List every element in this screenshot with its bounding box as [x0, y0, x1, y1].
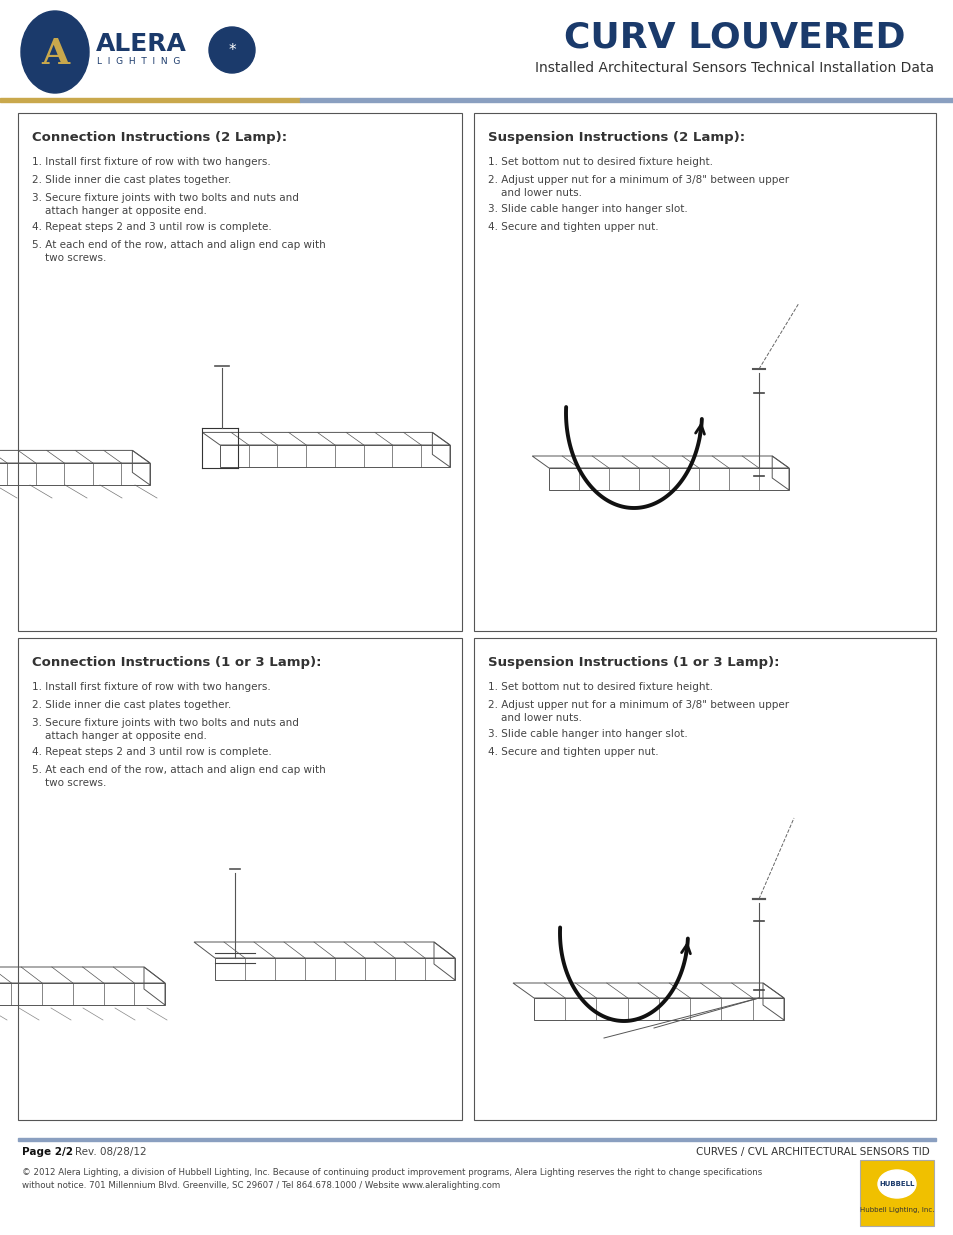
Text: Hubbell Lighting, Inc.: Hubbell Lighting, Inc.	[859, 1207, 933, 1213]
Text: 1. Install first fixture of row with two hangers.: 1. Install first fixture of row with two…	[32, 682, 271, 692]
FancyBboxPatch shape	[859, 1160, 933, 1226]
Text: 1. Set bottom nut to desired fixture height.: 1. Set bottom nut to desired fixture hei…	[488, 157, 712, 167]
FancyBboxPatch shape	[474, 112, 935, 631]
Text: L  I  G  H  T  I  N  G: L I G H T I N G	[97, 58, 180, 67]
Text: 2. Slide inner die cast plates together.: 2. Slide inner die cast plates together.	[32, 700, 231, 710]
Text: 1. Install first fixture of row with two hangers.: 1. Install first fixture of row with two…	[32, 157, 271, 167]
Text: Rev. 08/28/12: Rev. 08/28/12	[75, 1147, 147, 1157]
Text: 2. Adjust upper nut for a minimum of 3/8" between upper
    and lower nuts.: 2. Adjust upper nut for a minimum of 3/8…	[488, 700, 788, 724]
Text: 4. Secure and tighten upper nut.: 4. Secure and tighten upper nut.	[488, 747, 658, 757]
Text: 5. At each end of the row, attach and align end cap with
    two screws.: 5. At each end of the row, attach and al…	[32, 764, 325, 788]
Text: 1. Set bottom nut to desired fixture height.: 1. Set bottom nut to desired fixture hei…	[488, 682, 712, 692]
Ellipse shape	[877, 1170, 915, 1198]
Text: Installed Architectural Sensors Technical Installation Data: Installed Architectural Sensors Technica…	[535, 61, 934, 75]
FancyBboxPatch shape	[18, 112, 461, 631]
Text: 2. Adjust upper nut for a minimum of 3/8" between upper
    and lower nuts.: 2. Adjust upper nut for a minimum of 3/8…	[488, 175, 788, 198]
FancyBboxPatch shape	[18, 638, 461, 1120]
Text: A: A	[41, 37, 69, 70]
Text: Suspension Instructions (1 or 3 Lamp):: Suspension Instructions (1 or 3 Lamp):	[488, 656, 779, 669]
Text: ALERA: ALERA	[96, 32, 187, 56]
Bar	[18, 1137, 935, 1140]
Text: HUBBELL: HUBBELL	[879, 1181, 914, 1187]
Bar	[0, 98, 299, 103]
Ellipse shape	[21, 11, 89, 93]
Text: 3. Secure fixture joints with two bolts and nuts and
    attach hanger at opposi: 3. Secure fixture joints with two bolts …	[32, 193, 298, 216]
FancyBboxPatch shape	[474, 638, 935, 1120]
Text: 2. Slide inner die cast plates together.: 2. Slide inner die cast plates together.	[32, 175, 231, 185]
Bar	[299, 98, 953, 103]
Text: 4. Secure and tighten upper nut.: 4. Secure and tighten upper nut.	[488, 222, 658, 232]
Text: CURVES / CVL ARCHITECTURAL SENSORS TID: CURVES / CVL ARCHITECTURAL SENSORS TID	[696, 1147, 929, 1157]
Text: *: *	[228, 42, 235, 58]
Text: Suspension Instructions (2 Lamp):: Suspension Instructions (2 Lamp):	[488, 131, 744, 144]
Text: CURV LOUVERED: CURV LOUVERED	[563, 21, 904, 56]
Text: Page 2/2: Page 2/2	[22, 1147, 73, 1157]
Text: Connection Instructions (2 Lamp):: Connection Instructions (2 Lamp):	[32, 131, 287, 144]
Text: 3. Slide cable hanger into hanger slot.: 3. Slide cable hanger into hanger slot.	[488, 729, 687, 739]
Text: 5. At each end of the row, attach and align end cap with
    two screws.: 5. At each end of the row, attach and al…	[32, 240, 325, 263]
Text: 3. Slide cable hanger into hanger slot.: 3. Slide cable hanger into hanger slot.	[488, 204, 687, 214]
Text: 3. Secure fixture joints with two bolts and nuts and
    attach hanger at opposi: 3. Secure fixture joints with two bolts …	[32, 718, 298, 741]
Text: Connection Instructions (1 or 3 Lamp):: Connection Instructions (1 or 3 Lamp):	[32, 656, 321, 669]
Text: 4. Repeat steps 2 and 3 until row is complete.: 4. Repeat steps 2 and 3 until row is com…	[32, 747, 272, 757]
Text: 4. Repeat steps 2 and 3 until row is complete.: 4. Repeat steps 2 and 3 until row is com…	[32, 222, 272, 232]
Text: © 2012 Alera Lighting, a division of Hubbell Lighting, Inc. Because of continuin: © 2012 Alera Lighting, a division of Hub…	[22, 1168, 761, 1189]
Ellipse shape	[209, 27, 254, 73]
